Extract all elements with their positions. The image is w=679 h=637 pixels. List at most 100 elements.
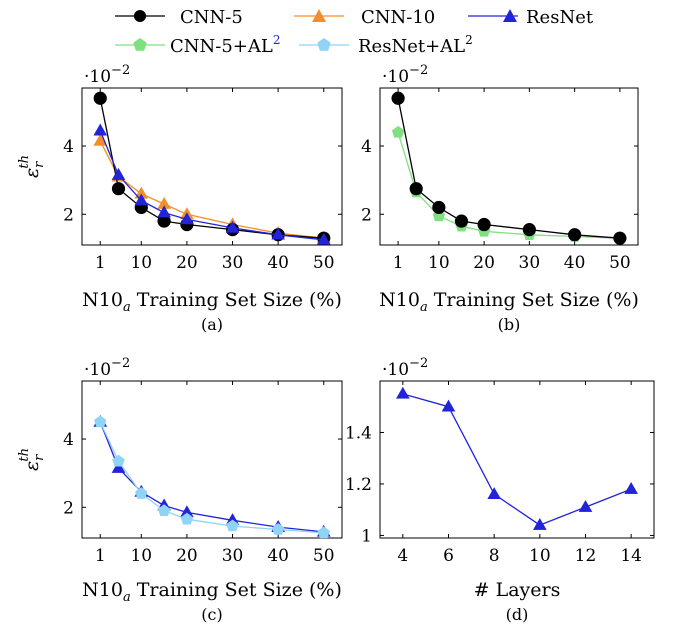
legend-marker-resnet: [503, 9, 517, 22]
legend-item-resnet-al2: ResNet+AL2: [299, 33, 473, 57]
scale-label-d: ·10−2: [382, 356, 428, 380]
x-tick-label-c-4: 40: [267, 546, 289, 566]
x-tick-label-c-2: 20: [176, 546, 198, 566]
legend-label-cnn5: CNN-5: [180, 7, 243, 28]
caption-c: (c): [201, 605, 222, 624]
x-tick-label-d-3: 10: [529, 546, 551, 566]
legend-marker-cnn5: [134, 10, 146, 22]
data-point-b-1-4: [477, 217, 491, 232]
data-point-a-2-0: [93, 123, 108, 136]
data-point-b-1-3: [454, 214, 469, 228]
legend-label-resnet: ResNet: [526, 7, 594, 28]
series-c-1: [94, 415, 330, 539]
y-tick-label-a-0: 2: [63, 205, 74, 225]
x-tick-label-a-1: 10: [130, 253, 152, 273]
data-point-a-2-2: [134, 193, 149, 206]
x-tick-label-a-0: 1: [95, 253, 106, 273]
x-tick-label-b-5: 50: [609, 253, 631, 273]
legend-marker-cnn10: [312, 9, 326, 22]
series-a-0: [93, 133, 331, 243]
x-axis-label-b: N10a Training Set Size (%): [379, 289, 639, 315]
data-point-a-2-4: [180, 212, 194, 225]
y-tick-label-d-2: 1.4: [345, 423, 372, 443]
x-tick-label-d-5: 14: [620, 546, 642, 566]
data-point-b-1-0: [391, 91, 405, 105]
series-b-0: [391, 125, 627, 244]
plot-area-c: [81, 380, 343, 539]
data-point-c-1-0: [94, 415, 107, 428]
data-point-d-0-0: [396, 386, 410, 399]
data-point-b-1-7: [613, 231, 627, 245]
x-tick-label-b-2: 20: [473, 253, 495, 273]
data-point-c-1-5: [226, 519, 239, 532]
x-tick-label-d-4: 12: [575, 546, 597, 566]
panel-b: 1 10 20 30 40 50 2 4 ·10−2 N10a Training Set Size…: [361, 63, 639, 334]
panel-c: 1 10 20 30 40 50 2 4 ·10−2 εrth N10a Training Set …: [17, 356, 343, 624]
plot-area-d: [379, 380, 655, 539]
data-point-c-1-1: [112, 454, 125, 467]
x-axis-label-a: N10a Training Set Size (%): [82, 289, 342, 315]
x-tick-label-a-4: 40: [267, 253, 289, 273]
x-tick-label-a-2: 20: [176, 253, 198, 273]
legend-label-resnet-al2: ResNet+AL2: [358, 33, 473, 57]
legend-item-resnet: ResNet: [468, 7, 594, 28]
series-b-1: [391, 91, 627, 245]
caption-a: (a): [201, 315, 223, 334]
legend-item-cnn10: CNN-10: [294, 7, 435, 28]
panel-a: 1 10 20 30 40 50 2 4 ·10−2 εrth N10a Training Set …: [17, 63, 343, 334]
y-tick-label-c-0: 2: [63, 498, 74, 518]
data-point-c-1-2: [135, 487, 148, 499]
y-tick-label-a-1: 4: [63, 137, 74, 157]
x-tick-label-b-3: 30: [519, 253, 541, 273]
series-d-0: [396, 386, 638, 530]
legend-marker-resnet-al2: [317, 38, 331, 51]
data-point-c-1-6: [272, 523, 285, 535]
scale-label-c: ·10−2: [84, 356, 130, 380]
data-point-c-0-1: [111, 460, 126, 473]
data-point-a-2-1: [111, 167, 126, 180]
y-axis-label-a: εrth: [17, 155, 47, 178]
legend-item-cnn5: CNN-5: [115, 7, 243, 28]
series-line-d-0: [402, 393, 632, 526]
data-point-c-1-3: [157, 504, 171, 516]
data-point-a-2-5: [225, 220, 240, 233]
series-line-a-1: [99, 98, 324, 239]
data-point-b-1-5: [522, 223, 536, 237]
legend: CNN-5 CNN-10 ResNet CNN-5+AL2 ResNet+AL2: [115, 7, 594, 57]
data-point-a-2-6: [271, 227, 285, 240]
y-tick-label-d-0: 1: [361, 526, 372, 546]
x-tick-label-d-0: 4: [397, 546, 408, 566]
data-point-a-2-7: [316, 232, 331, 245]
data-point-b-1-1: [409, 182, 423, 196]
x-axis-label-d: # Layers: [474, 579, 561, 601]
data-point-c-1-7: [317, 526, 330, 539]
data-point-d-0-5: [624, 481, 638, 494]
series-a-2: [93, 123, 331, 245]
data-point-d-0-1: [441, 399, 456, 412]
legend-marker-cnn5-al2: [133, 38, 147, 51]
plot-area-b: [379, 87, 639, 246]
x-tick-label-c-1: 10: [130, 546, 152, 566]
data-point-b-0-0: [391, 125, 405, 138]
x-tick-label-b-1: 10: [428, 253, 450, 273]
legend-label-cnn5-al2: CNN-5+AL2: [170, 33, 280, 57]
y-tick-label-b-0: 2: [361, 205, 372, 225]
data-point-d-0-4: [578, 500, 593, 512]
caption-d: (d): [506, 605, 529, 624]
caption-b: (b): [498, 315, 521, 334]
plot-area-a: [81, 87, 343, 246]
x-axis-label-c: N10a Training Set Size (%): [82, 579, 342, 605]
x-tick-label-c-3: 30: [222, 546, 244, 566]
y-tick-label-c-1: 4: [63, 430, 74, 450]
data-point-d-0-2: [487, 487, 501, 500]
x-tick-label-c-0: 1: [95, 546, 106, 566]
data-point-a-2-3: [157, 205, 171, 218]
data-point-b-1-2: [432, 200, 446, 215]
scale-label-a: ·10−2: [84, 63, 130, 87]
y-axis-label-c: εrth: [17, 448, 47, 471]
data-point-a-1-0: [93, 91, 107, 105]
series-line-a-2: [99, 130, 324, 241]
series-line-c-1: [99, 421, 324, 534]
x-tick-label-b-0: 1: [393, 253, 404, 273]
